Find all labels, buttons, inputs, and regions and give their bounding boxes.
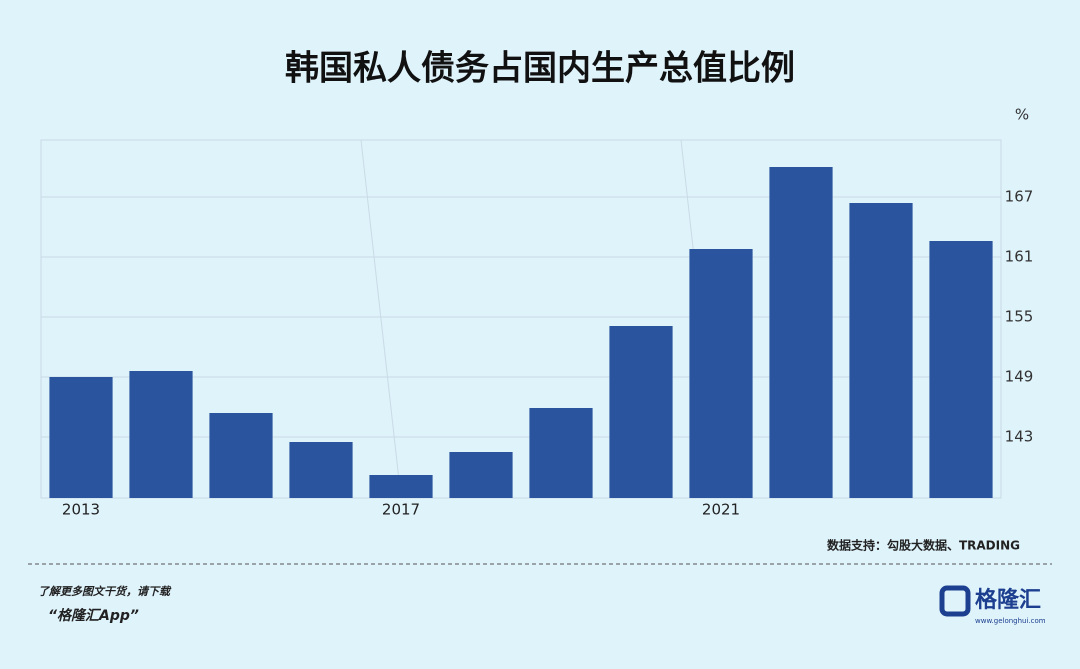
x-tick-label: 2013 (62, 501, 100, 519)
bar (529, 408, 593, 498)
unit-label: % (1015, 106, 1029, 124)
y-tick-label: 149 (1005, 368, 1034, 386)
bar (449, 452, 513, 498)
logo-url: www.gelonghui.com (975, 617, 1046, 625)
y-tick-label: 155 (1005, 308, 1034, 326)
x-tick-label: 2017 (382, 501, 420, 519)
bar (769, 167, 833, 498)
bar (289, 442, 353, 498)
bar (609, 326, 673, 498)
bar (929, 241, 993, 498)
bar (49, 377, 113, 498)
footer-app: “格隆汇App” (48, 607, 139, 624)
grid-line-vertical (360, 139, 402, 499)
bar (689, 249, 753, 498)
y-tick-label: 167 (1005, 188, 1034, 206)
bar (369, 475, 433, 498)
x-tick-label: 2021 (702, 501, 740, 519)
y-tick-label: 161 (1005, 248, 1034, 266)
bar (849, 203, 913, 498)
bar (129, 371, 193, 498)
footer-text: 了解更多图文干货，请下载 (38, 585, 172, 598)
bar (209, 413, 273, 498)
source: 数据支持：勾股大数据、TRADING (827, 538, 1020, 553)
logo-text: 格隆汇 (975, 587, 1041, 613)
y-tick-label: 143 (1005, 428, 1034, 446)
chart-title: 韩国私人债务占国内生产总值比例 (285, 49, 795, 89)
plot-frame (40, 139, 1002, 499)
logo-icon (939, 585, 971, 617)
